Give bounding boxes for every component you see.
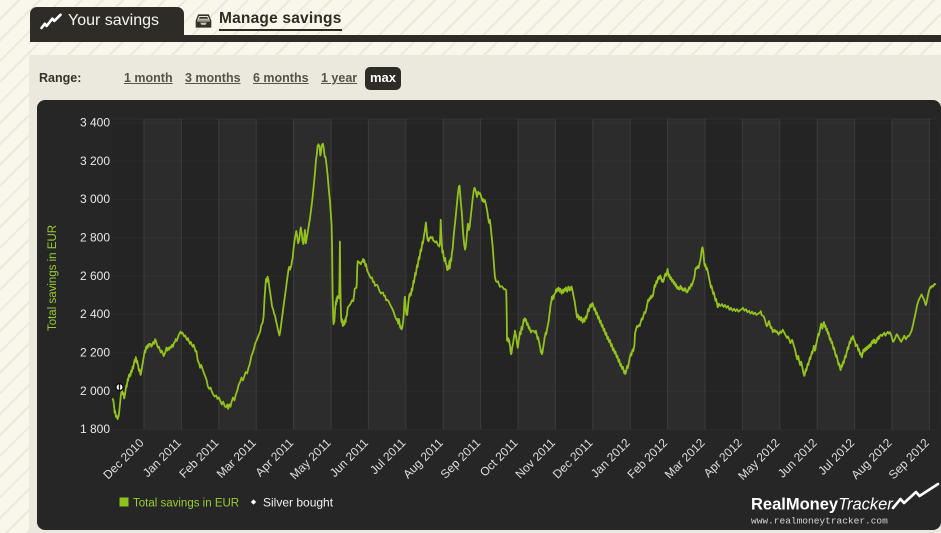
svg-text:Silver bought: Silver bought bbox=[263, 496, 334, 510]
svg-text:Total savings in EUR: Total savings in EUR bbox=[133, 498, 239, 510]
svg-text:1 800: 1 800 bbox=[80, 422, 110, 436]
svg-text:Feb 2011: Feb 2011 bbox=[176, 435, 221, 480]
svg-text:3 400: 3 400 bbox=[80, 116, 110, 130]
svg-text:3 000: 3 000 bbox=[80, 192, 110, 206]
svg-text:RealMoneyTracker: RealMoneyTracker bbox=[751, 496, 894, 514]
svg-text:2 400: 2 400 bbox=[80, 307, 110, 321]
svg-text:2 200: 2 200 bbox=[80, 345, 110, 359]
svg-text:May 2012: May 2012 bbox=[735, 435, 782, 482]
svg-text:Total savings in EUR: Total savings in EUR bbox=[47, 225, 59, 331]
svg-text:www.realmoneytracker.com: www.realmoneytracker.com bbox=[751, 516, 888, 527]
svg-text:Aug 2011: Aug 2011 bbox=[400, 435, 446, 481]
svg-text:Sep 2011: Sep 2011 bbox=[438, 435, 484, 481]
svg-text:2 000: 2 000 bbox=[80, 384, 110, 398]
svg-text:Jun 2011: Jun 2011 bbox=[327, 436, 371, 480]
svg-text:Mar 2012: Mar 2012 bbox=[662, 435, 708, 481]
svg-text:Dec 2011: Dec 2011 bbox=[550, 435, 596, 481]
svg-text:Nov 2011: Nov 2011 bbox=[512, 435, 558, 481]
svg-text:3 200: 3 200 bbox=[80, 154, 110, 168]
svg-text:2 600: 2 600 bbox=[80, 269, 110, 283]
svg-text:May 2011: May 2011 bbox=[287, 435, 334, 482]
svg-text:Mar 2011: Mar 2011 bbox=[214, 435, 259, 480]
svg-text:Dec 2010: Dec 2010 bbox=[100, 435, 146, 481]
svg-text:2 800: 2 800 bbox=[80, 231, 110, 245]
svg-text:Sep 2012: Sep 2012 bbox=[886, 435, 932, 481]
svg-text:Jun 2012: Jun 2012 bbox=[775, 436, 820, 481]
